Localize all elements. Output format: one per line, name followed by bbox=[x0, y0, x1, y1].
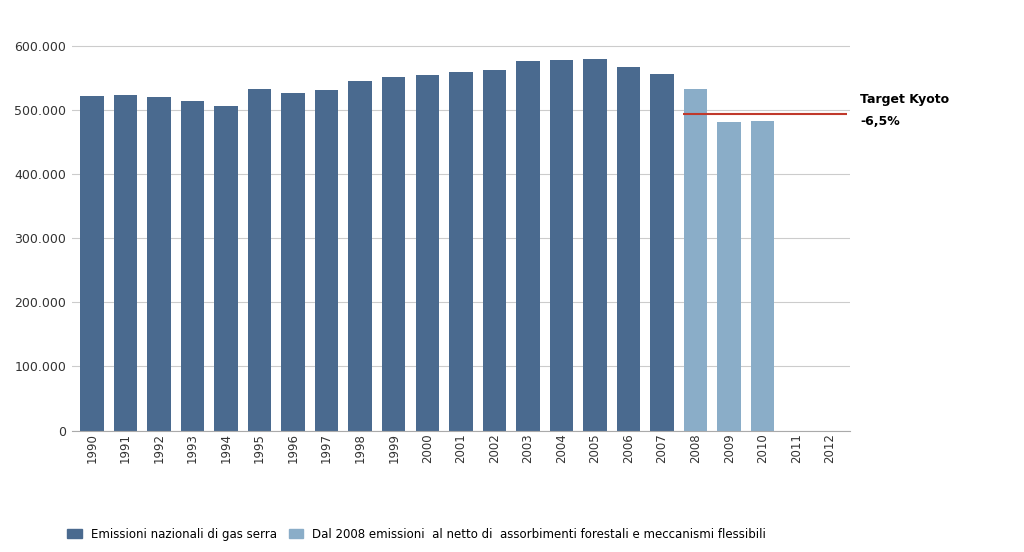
Legend: Emissioni nazionali di gas serra, Dal 2008 emissioni  al netto di  assorbimenti : Emissioni nazionali di gas serra, Dal 20… bbox=[68, 528, 766, 540]
Bar bbox=[114, 94, 137, 431]
Bar bbox=[180, 101, 204, 431]
Bar bbox=[147, 97, 171, 431]
Bar bbox=[214, 105, 238, 431]
Bar bbox=[348, 81, 372, 431]
Bar bbox=[684, 89, 708, 431]
Bar bbox=[751, 121, 774, 431]
Bar bbox=[482, 70, 506, 431]
Bar bbox=[282, 93, 305, 431]
Bar bbox=[650, 73, 674, 431]
Bar bbox=[718, 121, 741, 431]
Bar bbox=[584, 60, 606, 431]
Text: Target Kyoto: Target Kyoto bbox=[860, 93, 949, 107]
Text: -6,5%: -6,5% bbox=[860, 115, 900, 128]
Bar bbox=[516, 61, 540, 431]
Bar bbox=[450, 72, 472, 431]
Bar bbox=[416, 76, 439, 431]
Bar bbox=[616, 67, 640, 431]
Bar bbox=[248, 89, 271, 431]
Bar bbox=[80, 96, 103, 431]
Bar bbox=[315, 90, 338, 431]
Bar bbox=[550, 60, 573, 431]
Bar bbox=[382, 77, 406, 431]
